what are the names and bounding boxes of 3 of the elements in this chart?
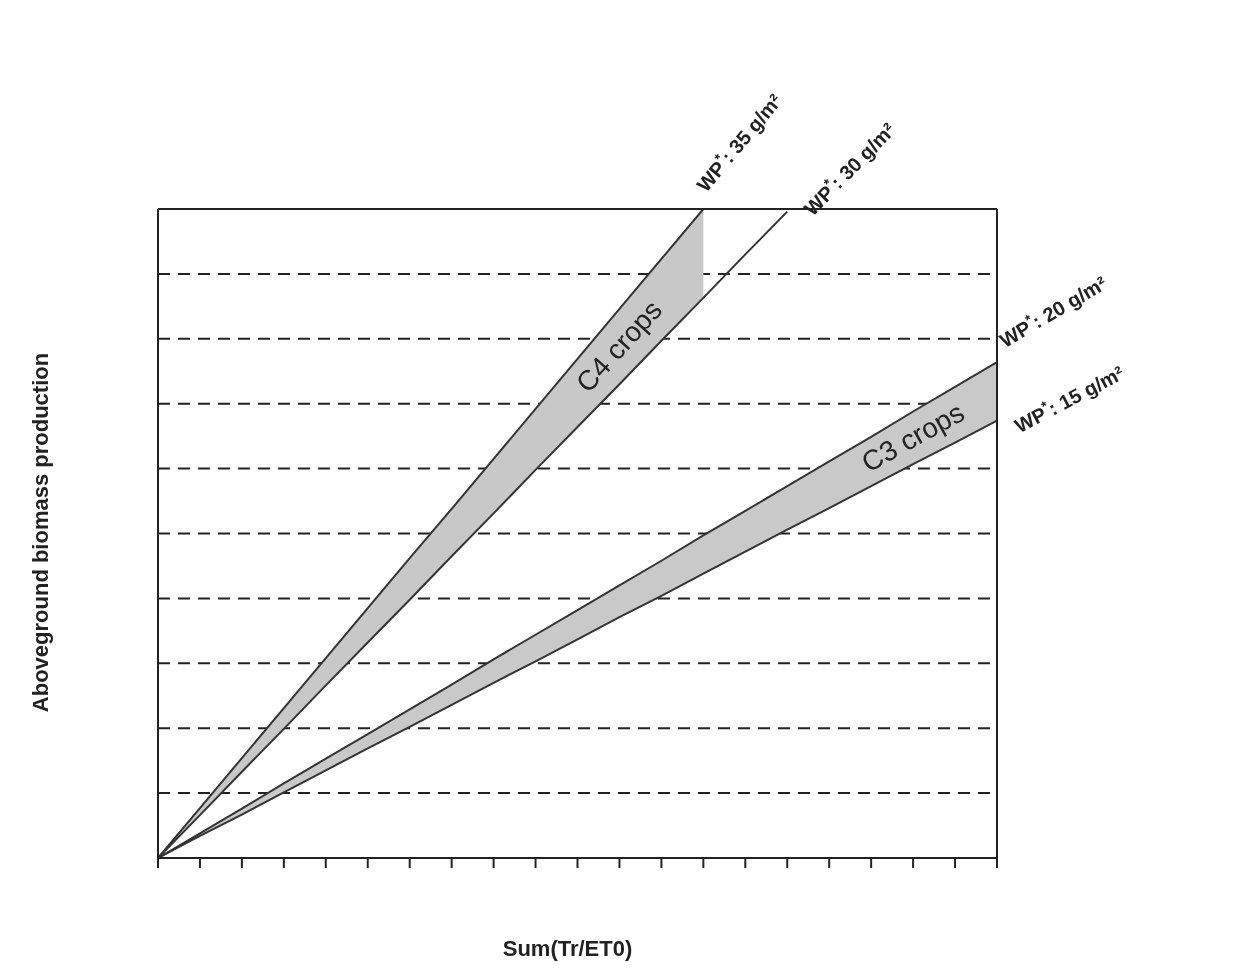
- annotation: C3 crops: [856, 396, 970, 479]
- x-axis-title: Sum(Tr/ET0): [502, 936, 633, 961]
- y-axis-title: Aboveground biomass production: [28, 352, 53, 713]
